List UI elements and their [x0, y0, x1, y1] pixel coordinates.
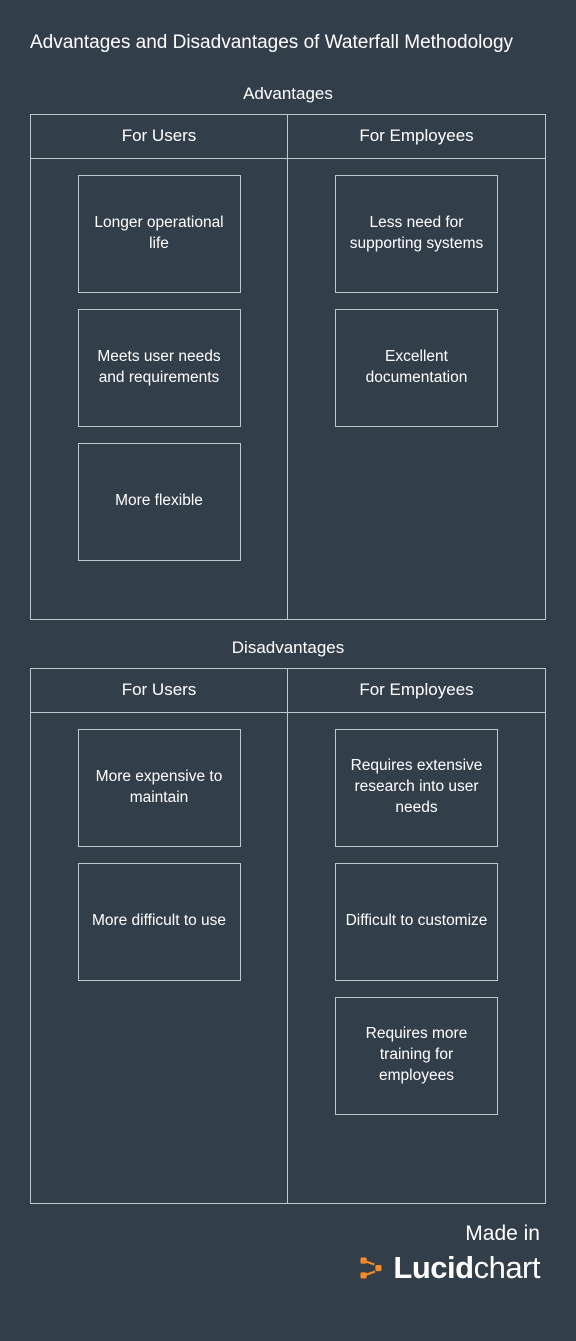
column-body: More expensive to maintain More difficul…: [31, 713, 287, 1203]
item-box: Difficult to customize: [335, 863, 498, 981]
disadvantages-employees-column: For Employees Requires extensive researc…: [288, 669, 545, 1203]
lucidchart-logo-icon: [357, 1254, 385, 1282]
column-header: For Employees: [288, 115, 545, 159]
item-box: Less need for supporting systems: [335, 175, 498, 293]
item-box: Meets user needs and requirements: [78, 309, 241, 427]
item-box: More flexible: [78, 443, 241, 561]
advantages-employees-column: For Employees Less need for supporting s…: [288, 115, 545, 619]
item-box: Requires extensive research into user ne…: [335, 729, 498, 847]
advantages-label: Advantages: [30, 84, 546, 104]
column-body: Longer operational life Meets user needs…: [31, 159, 287, 619]
advantages-table: For Users Longer operational life Meets …: [30, 114, 546, 620]
item-box: More expensive to maintain: [78, 729, 241, 847]
advantages-users-column: For Users Longer operational life Meets …: [31, 115, 288, 619]
column-header: For Users: [31, 669, 287, 713]
page-title: Advantages and Disadvantages of Waterfal…: [30, 30, 546, 56]
footer: Made in Lucidchart: [30, 1222, 546, 1286]
column-body: Less need for supporting systems Excelle…: [288, 159, 545, 619]
item-box: Excellent documentation: [335, 309, 498, 427]
column-header: For Users: [31, 115, 287, 159]
disadvantages-table: For Users More expensive to maintain Mor…: [30, 668, 546, 1204]
brand-bold: Lucid: [393, 1250, 473, 1285]
brand-light: chart: [474, 1250, 540, 1285]
disadvantages-users-column: For Users More expensive to maintain Mor…: [31, 669, 288, 1203]
item-box: Requires more training for employees: [335, 997, 498, 1115]
brand: Lucidchart: [30, 1250, 540, 1286]
item-box: Longer operational life: [78, 175, 241, 293]
brand-name: Lucidchart: [393, 1250, 540, 1286]
column-body: Requires extensive research into user ne…: [288, 713, 545, 1203]
column-header: For Employees: [288, 669, 545, 713]
disadvantages-label: Disadvantages: [30, 638, 546, 658]
item-box: More difficult to use: [78, 863, 241, 981]
made-in-label: Made in: [30, 1222, 540, 1246]
